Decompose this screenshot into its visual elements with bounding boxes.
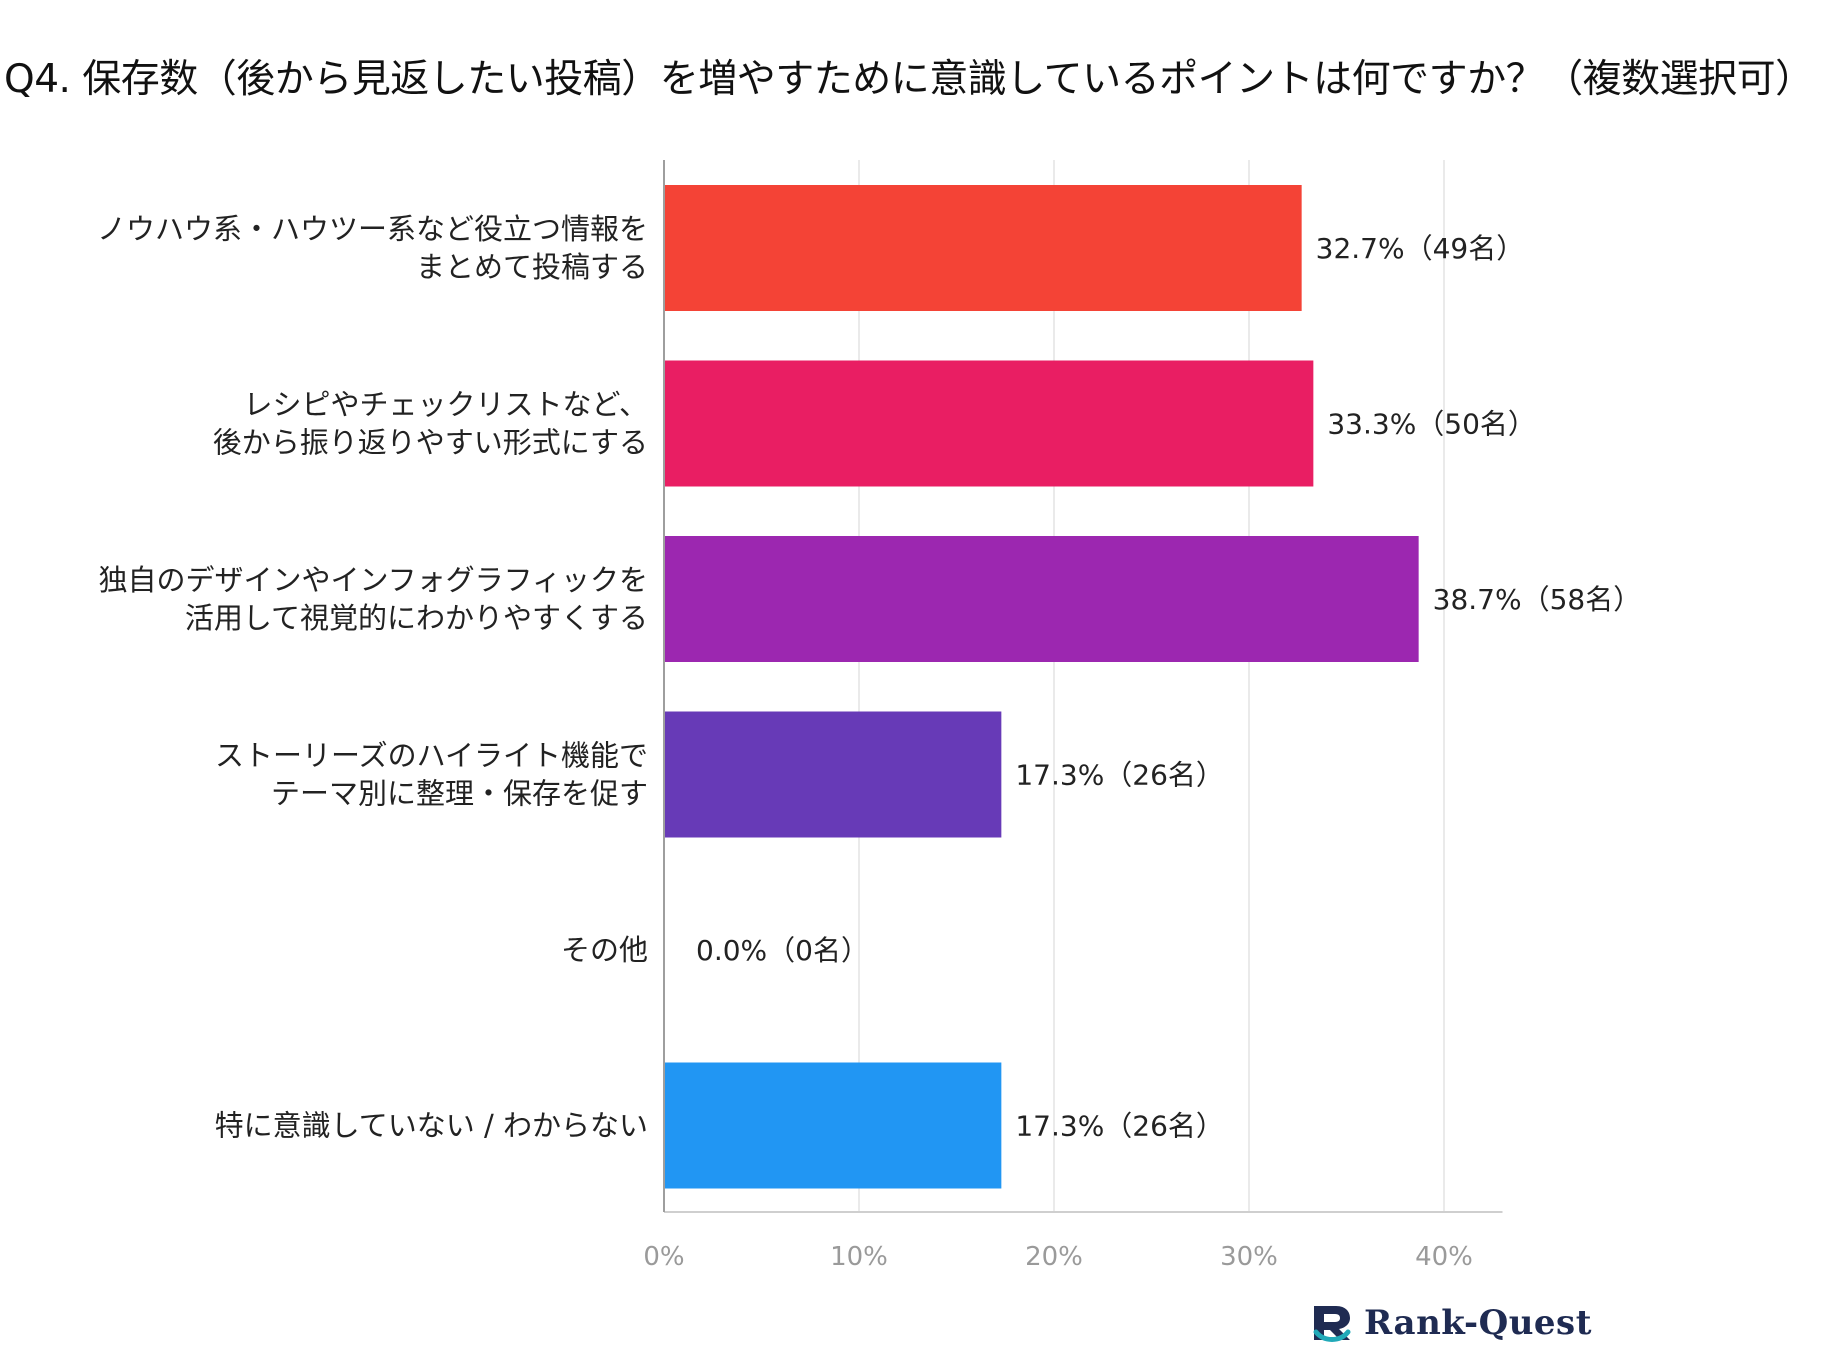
data-label-6: 17.3%（26名） (1015, 1110, 1224, 1143)
category-label-4: ストーリーズのハイライト機能でテーマ別に整理・保存を促す (215, 739, 648, 811)
brand-name: Rank-Quest (1364, 1303, 1592, 1343)
x-tick-label-40pct: 40% (1415, 1242, 1473, 1272)
data-label-5: 0.0%（0名） (696, 934, 869, 967)
bar-2 (664, 360, 1314, 487)
data-label-2: 33.3%（50名） (1327, 408, 1536, 441)
brand-logo: Rank-Quest (1310, 1302, 1592, 1344)
category-label-2: レシピやチェックリストなど、後から振り返りやすい形式にする (213, 388, 648, 460)
data-label-3: 38.7%（58名） (1433, 583, 1642, 616)
category-label-6: 特に意識していない / わからない (215, 1109, 648, 1143)
bar-4 (664, 711, 1002, 838)
bar-6 (664, 1062, 1002, 1189)
data-label-4: 17.3%（26名） (1015, 759, 1224, 792)
category-label-3: 独自のデザインやインフォグラフィックを活用して視覚的にわかりやすくする (98, 563, 648, 635)
category-label-1: ノウハウ系・ハウツー系など役立つ情報をまとめて投稿する (97, 212, 648, 284)
rank-quest-logo-icon (1313, 1306, 1351, 1342)
data-label-1: 32.7%（49名） (1316, 232, 1525, 265)
chart-title: Q4. 保存数（後から見返したい投稿）を増やすために意識しているポイントは何です… (4, 57, 1814, 102)
bar-1 (664, 185, 1302, 311)
x-tick-label-20pct: 20% (1025, 1242, 1083, 1272)
x-tick-label-0pct: 0% (643, 1242, 684, 1272)
x-tick-label-30pct: 30% (1220, 1242, 1278, 1272)
bar-3 (664, 536, 1419, 662)
x-tick-label-10pct: 10% (830, 1242, 888, 1272)
category-label-5: その他 (561, 933, 648, 967)
